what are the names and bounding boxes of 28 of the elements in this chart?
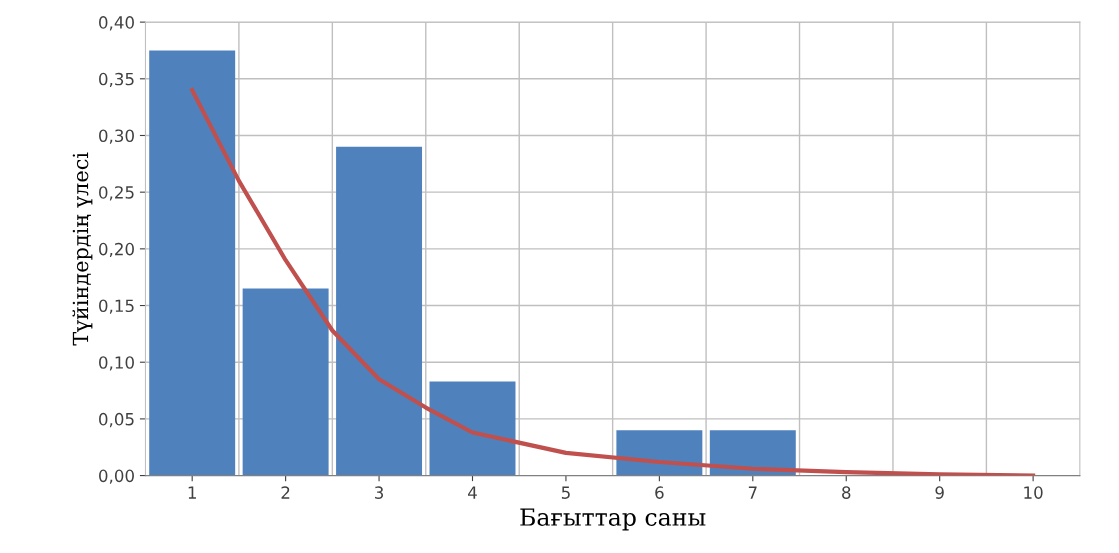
y-tick-label: 0,00 (99, 469, 134, 484)
bar (616, 430, 703, 476)
y-tick-label: 0,40 (99, 16, 134, 31)
bar (242, 288, 329, 476)
y-tick-label: 0,25 (99, 186, 134, 201)
bar (149, 50, 236, 476)
y-tick-label: 0,20 (99, 242, 134, 258)
bar (709, 430, 796, 476)
x-tick-label: 4 (468, 486, 477, 499)
x-tick-label: 1 (188, 486, 196, 499)
y-tick-label: 0,30 (99, 129, 134, 144)
line-series (190, 88, 1036, 476)
x-axis-title: Бағыттар саны (520, 508, 706, 531)
y-tick-label: 0,05 (99, 412, 134, 428)
bar (429, 381, 516, 476)
x-tick-label: 6 (655, 486, 664, 499)
bar (336, 146, 423, 476)
x-tick-label: 5 (561, 486, 570, 499)
x-tick-label: 10 (1024, 486, 1043, 499)
x-tick-label: 9 (935, 486, 944, 499)
y-tick-label: 0,15 (99, 299, 134, 314)
y-tick-label: 0,10 (99, 356, 134, 371)
x-tick-label: 8 (842, 486, 851, 499)
x-tick-label: 7 (748, 486, 757, 499)
y-axis-title: Түйіндердің үлесі (72, 152, 93, 346)
x-tick-label: 3 (375, 486, 384, 499)
x-tick-label: 2 (281, 486, 290, 499)
y-tick-label: 0,35 (99, 72, 134, 88)
